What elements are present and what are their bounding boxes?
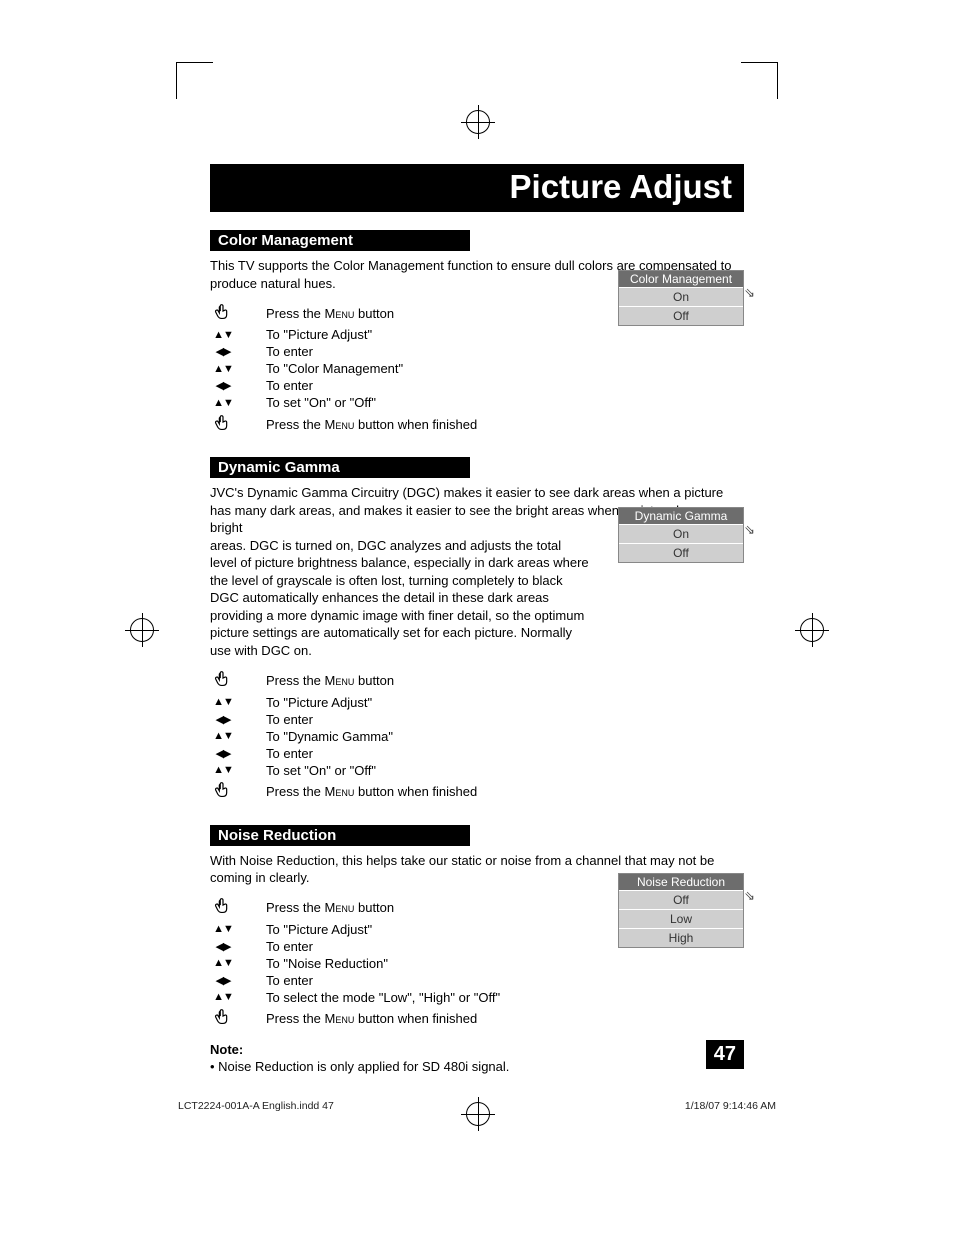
osd-option-off: Off (619, 306, 743, 325)
step-row: Press the Menu button when finished (210, 1006, 744, 1032)
osd-dynamic-gamma: Dynamic Gamma On Off ⇘ (618, 507, 744, 563)
step-row: ▲▼ To "Dynamic Gamma" (210, 728, 744, 745)
section-header: Noise Reduction (210, 825, 470, 846)
section-header: Color Management (210, 230, 470, 251)
step-text: To enter (266, 378, 744, 393)
section-color-management: Color Management This TV supports the Co… (210, 230, 744, 437)
note-label: Note: (210, 1042, 744, 1057)
step-text: To enter (266, 344, 744, 359)
up-down-arrow-icon: ▲▼ (213, 991, 233, 1003)
step-text: To "Picture Adjust" (266, 327, 744, 342)
step-text: To "Dynamic Gamma" (266, 729, 744, 744)
crop-mark (741, 62, 778, 99)
left-right-arrow-icon: ◀▶ (216, 974, 231, 987)
left-right-arrow-icon: ◀▶ (216, 379, 231, 392)
step-text: To "Picture Adjust" (266, 695, 744, 710)
osd-option-off: Off (619, 890, 743, 909)
osd-title: Color Management (619, 271, 743, 287)
left-right-arrow-icon: ◀▶ (216, 940, 231, 953)
step-row: ▲▼ To set "On" or "Off" (210, 762, 744, 779)
osd-option-off: Off (619, 543, 743, 562)
registration-mark-icon (800, 618, 824, 642)
up-down-arrow-icon: ▲▼ (213, 363, 233, 375)
step-row: ▲▼ To set "On" or "Off" (210, 394, 744, 411)
left-right-arrow-icon: ◀▶ (216, 713, 231, 726)
hand-press-icon (212, 1006, 234, 1031)
step-row: Press the Menu button (210, 668, 744, 694)
step-row: ◀▶ To enter (210, 377, 744, 394)
note-text: • Noise Reduction is only applied for SD… (210, 1059, 744, 1074)
step-row: ◀▶ To enter (210, 972, 744, 989)
left-right-arrow-icon: ◀▶ (216, 345, 231, 358)
step-row: ◀▶ To enter (210, 745, 744, 762)
step-row: ▲▼ To "Noise Reduction" (210, 955, 744, 972)
step-text: Press the Menu button (266, 673, 744, 688)
section-description-continued: areas. DGC is turned on, DGC analyzes an… (210, 537, 590, 660)
osd-color-management: Color Management On Off ⇘ (618, 270, 744, 326)
step-text: To enter (266, 973, 744, 988)
page-number: 47 (706, 1040, 744, 1069)
cursor-icon: ⇘ (744, 522, 755, 538)
page-content: Picture Adjust Color Management This TV … (210, 164, 744, 1094)
osd-title: Noise Reduction (619, 874, 743, 890)
osd-noise-reduction: Noise Reduction Off Low High ⇘ (618, 873, 744, 948)
hand-press-icon (212, 895, 234, 920)
cursor-icon: ⇘ (744, 285, 755, 301)
up-down-arrow-icon: ▲▼ (213, 730, 233, 742)
left-right-arrow-icon: ◀▶ (216, 747, 231, 760)
step-text: Press the Menu button when finished (266, 784, 744, 799)
hand-press-icon (212, 412, 234, 437)
step-text: To "Noise Reduction" (266, 956, 744, 971)
step-text: To set "On" or "Off" (266, 395, 744, 410)
step-row: ▲▼ To "Picture Adjust" (210, 694, 744, 711)
steps-list: Press the Menu button ▲▼ To "Picture Adjus… (210, 668, 744, 805)
osd-title: Dynamic Gamma (619, 508, 743, 524)
step-row: ◀▶ To enter (210, 343, 744, 360)
osd-option-high: High (619, 928, 743, 947)
up-down-arrow-icon: ▲▼ (213, 923, 233, 935)
registration-mark-icon (466, 110, 490, 134)
section-header: Dynamic Gamma (210, 457, 470, 478)
footer-timestamp: 1/18/07 9:14:46 AM (685, 1100, 776, 1112)
osd-option-low: Low (619, 909, 743, 928)
page-title-bar: Picture Adjust (210, 164, 744, 212)
osd-option-on: On (619, 287, 743, 306)
section-noise-reduction: Noise Reduction With Noise Reduction, th… (210, 825, 744, 1074)
up-down-arrow-icon: ▲▼ (213, 696, 233, 708)
up-down-arrow-icon: ▲▼ (213, 957, 233, 969)
hand-press-icon (212, 301, 234, 326)
up-down-arrow-icon: ▲▼ (213, 397, 233, 409)
hand-press-icon (212, 779, 234, 804)
manual-page: Picture Adjust Color Management This TV … (0, 0, 954, 1235)
up-down-arrow-icon: ▲▼ (213, 329, 233, 341)
step-text: Press the Menu button when finished (266, 417, 744, 432)
step-text: Press the Menu button when finished (266, 1011, 744, 1026)
step-text: To enter (266, 746, 744, 761)
osd-option-on: On (619, 524, 743, 543)
up-down-arrow-icon: ▲▼ (213, 764, 233, 776)
step-row: ▲▼ To "Picture Adjust" (210, 326, 744, 343)
crop-mark (176, 62, 213, 99)
step-text: To "Color Management" (266, 361, 744, 376)
step-row: Press the Menu button when finished (210, 779, 744, 805)
step-text: To select the mode "Low", "High" or "Off… (266, 990, 744, 1005)
step-row: ◀▶ To enter (210, 711, 744, 728)
step-text: To set "On" or "Off" (266, 763, 744, 778)
section-dynamic-gamma: Dynamic Gamma JVC's Dynamic Gamma Circui… (210, 457, 744, 804)
step-row: ▲▼ To "Color Management" (210, 360, 744, 377)
step-text: To enter (266, 712, 744, 727)
page-title: Picture Adjust (510, 168, 732, 205)
step-row: Press the Menu button when finished (210, 411, 744, 437)
step-row: ▲▼ To select the mode "Low", "High" or "O… (210, 989, 744, 1006)
cursor-icon: ⇘ (744, 888, 755, 904)
hand-press-icon (212, 668, 234, 693)
registration-mark-icon (130, 618, 154, 642)
